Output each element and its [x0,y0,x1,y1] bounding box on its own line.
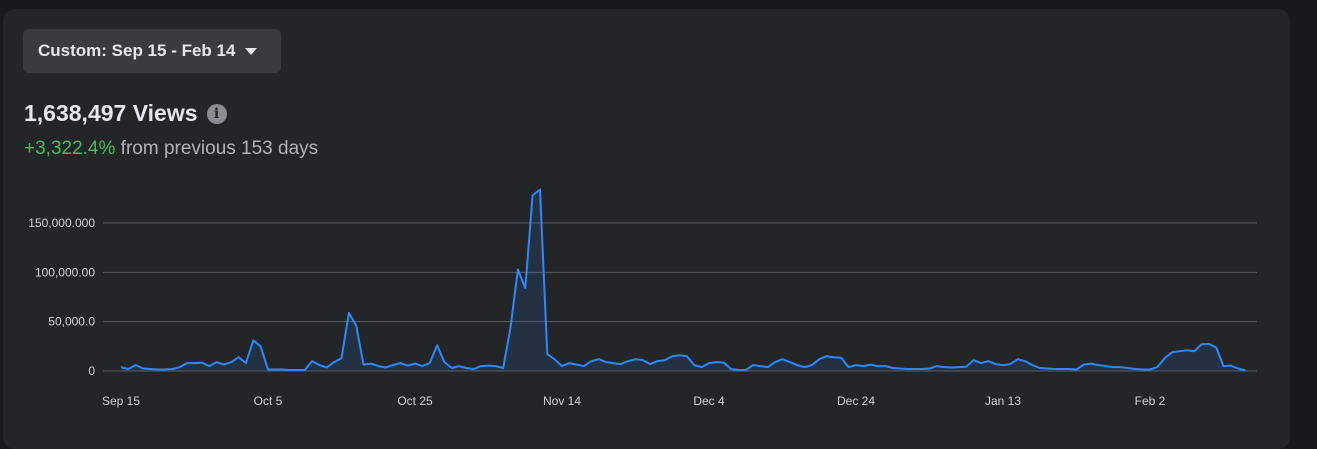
series-line [120,188,1246,372]
y-tick-label: 150,000.000 [28,216,95,230]
date-range-dropdown[interactable]: Custom: Sep 15 - Feb 14 [23,29,281,73]
views-change: +3,322.4% from previous 153 days [24,138,318,160]
x-tick-label: Nov 14 [543,394,581,408]
series-area [121,189,1246,371]
x-tick-label: Jan 13 [985,394,1021,408]
views-chart: 0 50,000.0 100,000.00 150,000.000 Sep 15 Oct … [28,188,1257,408]
y-tick-label: 0 [88,364,95,378]
views-total: 1,638,497 Views [24,100,198,126]
x-tick-label: Sep 15 [102,394,140,408]
change-text: from previous 153 days [120,138,319,159]
caret-down-icon [245,47,258,55]
x-tick-label: Dec 4 [693,394,725,408]
insights-card [3,9,1290,449]
y-tick-label: 100,000.00 [35,265,95,279]
x-tick-label: Oct 25 [397,394,433,408]
date-range-label: Custom: Sep 15 - Feb 14 [38,41,236,60]
y-tick-label: 50,000.0 [48,315,95,329]
info-icon[interactable]: i [206,103,227,124]
x-tick-label: Dec 24 [837,394,875,408]
x-tick-label: Feb 2 [1135,394,1166,408]
views-headline: 1,638,497 Views i [24,100,227,127]
change-percent: +3,322.4% [24,138,116,159]
x-tick-label: Oct 5 [254,394,283,408]
